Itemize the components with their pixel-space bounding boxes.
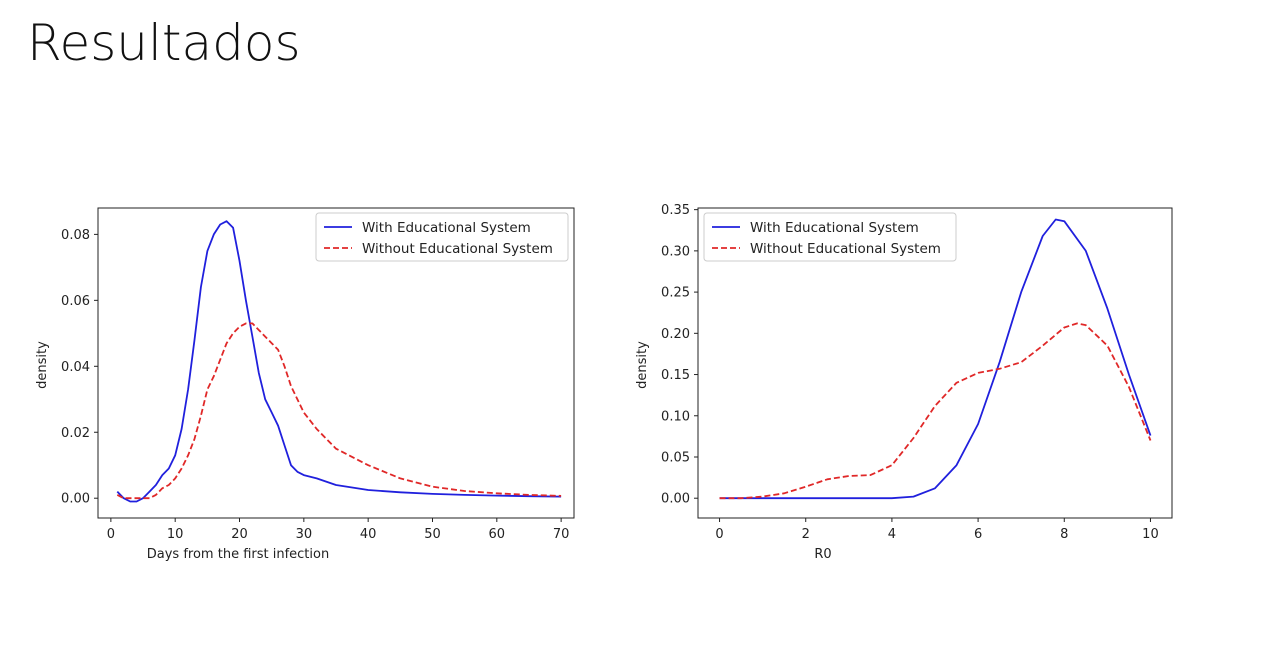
x-axis-label: Days from the first infection [147,547,329,562]
legend-label: With Educational System [750,220,919,236]
x-tick-label: 10 [1142,527,1159,542]
y-axis-label: density [635,341,650,389]
y-tick-label: 0.06 [61,294,90,309]
y-tick-label: 0.08 [61,228,90,243]
y-tick-label: 0.20 [661,327,690,342]
y-tick-label: 0.15 [661,368,690,383]
x-tick-label: 10 [167,527,184,542]
legend-box [703,212,957,262]
x-tick-label: 40 [360,527,377,542]
x-tick-label: 30 [296,527,313,542]
x-tick-label: 20 [231,527,248,542]
x-tick-label: 70 [553,527,570,542]
x-tick-label: 8 [1060,527,1068,542]
slide-title: Resultados [27,14,301,72]
y-tick-label: 0.10 [661,409,690,424]
legend-label: With Educational System [362,220,531,236]
y-tick-label: 0.35 [661,203,690,218]
y-tick-label: 0.04 [61,360,90,375]
chart-days-density: 0 10 20 30 40 50 60 70 0.00 0.02 0.04 0.06 0.08 Days … [35,207,575,562]
x-tick-label: 4 [888,527,896,542]
legend-label: Without Educational System [750,241,941,257]
x-tick-label: 50 [424,527,441,542]
legend-label: Without Educational System [362,241,553,257]
y-tick-label: 0.05 [661,450,690,465]
series-line-without-educational-system [719,322,1152,500]
x-tick-label: 60 [489,527,506,542]
chart-r0-density: 0 2 4 6 8 10 0.00 0.05 0.10 0.15 0.20 0.25 0.30 0.35 R… [635,203,1173,562]
series-line-without-educational-system [116,322,562,500]
y-axis-label: density [35,341,50,389]
y-tick-label: 0.25 [661,286,690,301]
series-line-with-educational-system [719,218,1152,500]
x-tick-label: 0 [715,527,723,542]
y-tick-label: 0.02 [61,426,90,441]
x-axis-label: R0 [814,547,831,562]
y-tick-label: 0.30 [661,244,690,259]
series-line-with-educational-system [116,220,562,503]
y-tick-label: 0.00 [661,492,690,507]
y-tick-label: 0.00 [61,492,90,507]
x-tick-label: 2 [802,527,810,542]
legend-box [315,212,569,262]
x-tick-label: 6 [974,527,982,542]
x-tick-label: 0 [107,527,115,542]
